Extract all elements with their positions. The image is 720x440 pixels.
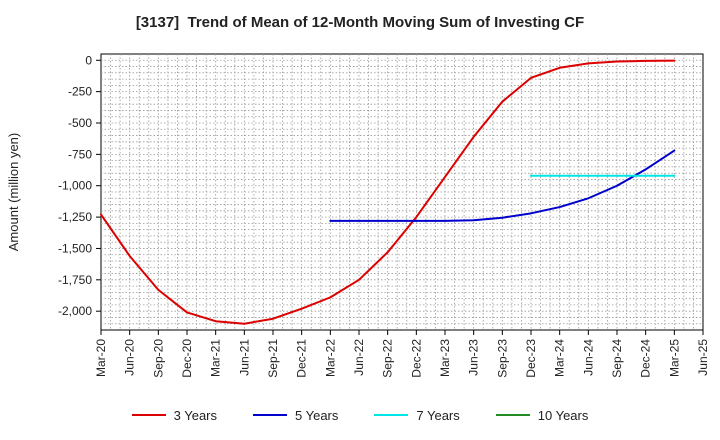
x-tick-label: Sep-24 [610, 339, 624, 378]
legend-label: 7 Years [416, 407, 460, 423]
y-tick-label: -1,500 [58, 241, 92, 255]
y-tick-label: 0 [85, 53, 92, 67]
x-tick-label: Sep-21 [266, 339, 280, 378]
x-tick-label: Mar-23 [438, 339, 452, 377]
grid [101, 54, 703, 330]
x-tick-label: Mar-21 [209, 339, 223, 377]
x-tick-label: Dec-23 [524, 339, 538, 378]
x-tick-label: Sep-23 [495, 339, 509, 378]
x-tick-label: Dec-21 [295, 339, 309, 378]
x-tick-label: Dec-22 [409, 339, 423, 378]
x-tick-label: Sep-20 [151, 339, 165, 378]
legend: 3 Years 5 Years 7 Years 10 Years [0, 404, 720, 426]
y-tick-label: -250 [68, 85, 92, 99]
legend-item: 5 Years [253, 408, 338, 423]
legend-label: 5 Years [295, 407, 339, 423]
y-tick-label: -750 [68, 147, 92, 161]
x-tick-label: Dec-20 [180, 339, 194, 378]
legend-label: 10 Years [537, 407, 589, 423]
x-tick-label: Jun-21 [237, 339, 251, 376]
series-line [329, 149, 676, 222]
x-tick-label: Mar-22 [323, 339, 337, 377]
legend-swatch [374, 414, 409, 416]
x-tick-label: Jun-23 [467, 339, 481, 376]
x-axis: Mar-20 Jun-20 Sep-20 Dec-20 Mar-21 Jun-21 Sep-… [94, 330, 710, 378]
legend-item: 7 Years [374, 407, 460, 423]
legend-swatch [131, 414, 166, 416]
legend-item: 10 Years [495, 407, 589, 423]
legend-label: 3 Years [173, 407, 217, 423]
y-tick-label: -500 [68, 116, 92, 130]
y-tick-label: -1,000 [58, 179, 92, 193]
y-tick-label: -2,000 [58, 304, 92, 318]
y-axis-title: Amount (million yen) [6, 133, 21, 252]
x-tick-label: Sep-22 [381, 339, 395, 378]
x-tick-label: Mar-24 [553, 339, 567, 377]
x-tick-label: Mar-25 [667, 339, 681, 377]
x-tick-label: Dec-24 [639, 339, 653, 378]
x-tick-label: Mar-20 [94, 339, 108, 377]
legend-swatch [253, 414, 287, 416]
series-line [100, 59, 676, 325]
y-tick-label: -1,250 [58, 210, 92, 224]
legend-swatch [495, 414, 530, 416]
legend-item: 3 Years [131, 407, 217, 423]
series [100, 59, 676, 325]
x-tick-label: Jun-24 [581, 339, 595, 376]
x-tick-label: Jun-22 [352, 339, 366, 376]
x-tick-label: Jun-25 [696, 339, 710, 376]
y-tick-label: -1,750 [58, 273, 92, 287]
y-axis: 0 -250 -500 -750 -1,000 -1,250 -1,500 -1,750 -2,… [58, 53, 101, 318]
chart-title: [3137] Trend of Mean of 12-Month Moving … [135, 14, 585, 31]
x-tick-label: Jun-20 [123, 339, 137, 376]
